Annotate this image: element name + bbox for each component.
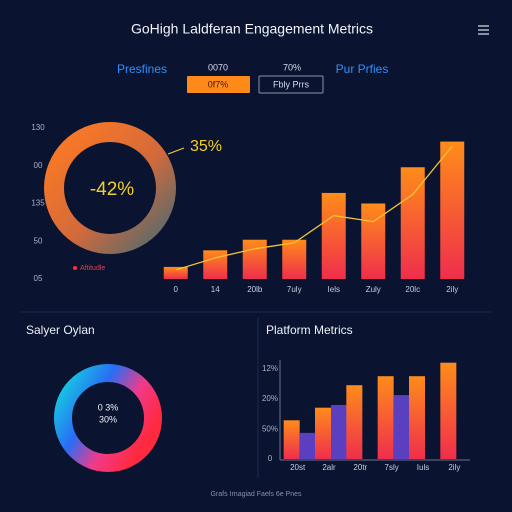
- x-tick-label: 14: [211, 285, 220, 294]
- x-tick-label: 20lc: [405, 285, 420, 294]
- nav-label[interactable]: Pur Prfies: [336, 62, 389, 76]
- y-tick-label: 50: [34, 236, 43, 245]
- bar: [361, 203, 386, 279]
- donut-center-label: -42%: [90, 179, 134, 200]
- x-tick-label: 7uly: [287, 285, 302, 294]
- bar: [321, 192, 346, 279]
- nav-label[interactable]: Presfines: [117, 62, 167, 76]
- x-tick-label: 20lb: [247, 285, 263, 294]
- x-tick-label: 0: [174, 285, 179, 294]
- bar: [299, 432, 316, 459]
- y-tick-label: 05: [34, 274, 43, 283]
- bar: [315, 407, 331, 459]
- trend-line: [175, 145, 453, 271]
- legend-swatch: [73, 266, 77, 270]
- bar: [346, 385, 363, 459]
- bar: [331, 405, 347, 459]
- donut-ring: [44, 122, 176, 254]
- bar: [440, 362, 457, 459]
- panel-title: Platform Metrics: [266, 323, 353, 337]
- y-tick-label: 0: [268, 454, 273, 463]
- bar: [400, 167, 425, 279]
- x-tick-label: 2alr: [322, 463, 336, 472]
- bar: [242, 239, 267, 279]
- x-tick-label: Iels: [328, 285, 340, 294]
- y-tick-label: 135: [31, 199, 45, 208]
- y-tick-label: 130: [31, 123, 45, 132]
- tab-label[interactable]: 0f7%: [208, 79, 229, 89]
- page-title: GoHigh Laldferan Engagement Metrics: [131, 21, 373, 37]
- tab-label[interactable]: Fbly Prrs: [273, 79, 310, 89]
- tab-caption: 70%: [283, 62, 301, 72]
- x-tick-label: Iuls: [417, 463, 429, 472]
- y-tick-label: 00: [34, 161, 43, 170]
- y-tick-label: 20%: [262, 394, 278, 403]
- donut-center-label: 0 3%: [98, 402, 119, 412]
- x-tick-label: 2ily: [448, 463, 460, 472]
- bar: [163, 266, 188, 279]
- bar: [409, 376, 425, 459]
- x-tick-label: Zuly: [366, 285, 381, 294]
- bar: [440, 141, 465, 279]
- tab-button-active[interactable]: [187, 76, 250, 93]
- tab-caption: 0070: [208, 62, 228, 72]
- y-tick-label: 50%: [262, 424, 278, 433]
- tab-button[interactable]: [258, 75, 324, 94]
- x-tick-label: 20tr: [353, 463, 367, 472]
- callout-line: [167, 147, 185, 155]
- panel-title: Salyer Oylan: [26, 323, 95, 337]
- donut-callout: 35%: [190, 138, 222, 155]
- x-tick-label: 7sly: [385, 463, 399, 472]
- bar: [282, 239, 307, 279]
- bar: [203, 250, 228, 279]
- y-tick-label: 12%: [262, 364, 278, 373]
- footer: Grafs Irnagiad Faels 6e Pnes: [210, 491, 302, 498]
- bar: [393, 395, 410, 459]
- donut-ring: [54, 364, 162, 472]
- bar: [283, 420, 300, 459]
- legend-label: Aftitudle: [80, 265, 105, 272]
- donut-center-label: 30%: [99, 414, 117, 424]
- bar: [377, 376, 394, 459]
- x-tick-label: 20st: [290, 463, 306, 472]
- x-tick-label: 2ily: [446, 285, 458, 294]
- menu-icon[interactable]: [478, 25, 489, 35]
